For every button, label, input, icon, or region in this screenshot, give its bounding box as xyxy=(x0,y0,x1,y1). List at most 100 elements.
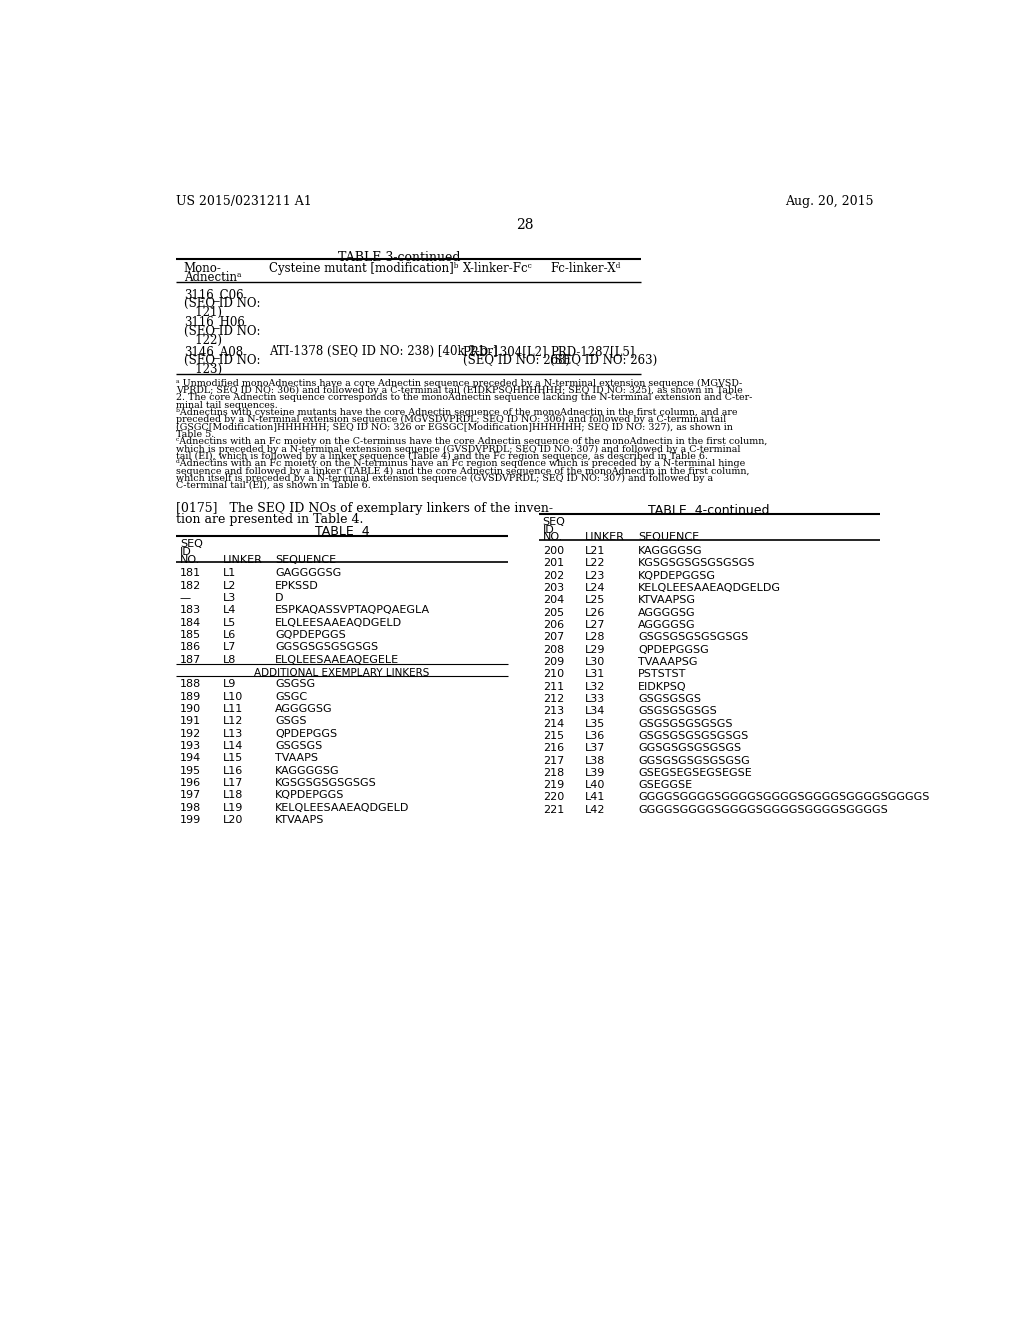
Text: Cysteine mutant [modification]ᵇ: Cysteine mutant [modification]ᵇ xyxy=(269,261,459,275)
Text: L9: L9 xyxy=(222,680,236,689)
Text: (SEQ ID NO: 263): (SEQ ID NO: 263) xyxy=(550,354,657,367)
Text: 216: 216 xyxy=(543,743,564,754)
Text: L19: L19 xyxy=(222,803,243,813)
Text: L24: L24 xyxy=(586,583,606,593)
Text: GSGSG: GSGSG xyxy=(275,680,315,689)
Text: GGSGSGSGSGSGS: GGSGSGSGSGSGS xyxy=(275,643,379,652)
Text: tion are presented in Table 4.: tion are presented in Table 4. xyxy=(176,513,364,525)
Text: ADDITIONAL EXEMPLARY LINKERS: ADDITIONAL EXEMPLARY LINKERS xyxy=(254,668,430,677)
Text: VPRDL; SEQ ID NO: 306) and followed by a C-terminal tail (EIDKPSQHHHHHH; SEQ ID : VPRDL; SEQ ID NO: 306) and followed by a… xyxy=(176,385,742,395)
Text: [0175]   The SEQ ID NOs of exemplary linkers of the inven-: [0175] The SEQ ID NOs of exemplary linke… xyxy=(176,502,553,515)
Text: L28: L28 xyxy=(586,632,606,643)
Text: EPKSSD: EPKSSD xyxy=(275,581,319,591)
Text: L32: L32 xyxy=(586,681,605,692)
Text: L41: L41 xyxy=(586,792,605,803)
Text: L3: L3 xyxy=(222,593,236,603)
Text: Adnectinᵃ: Adnectinᵃ xyxy=(183,271,242,284)
Text: L17: L17 xyxy=(222,777,243,788)
Text: L22: L22 xyxy=(586,558,606,569)
Text: 28: 28 xyxy=(516,218,534,232)
Text: 200: 200 xyxy=(543,546,564,556)
Text: 3116_C06: 3116_C06 xyxy=(183,288,244,301)
Text: 2. The core Adnectin sequence corresponds to the monoAdnectin sequence lacking t: 2. The core Adnectin sequence correspond… xyxy=(176,393,753,403)
Text: which itself is preceded by a N-terminal extension sequence (GVSDVPRDL; SEQ ID N: which itself is preceded by a N-terminal… xyxy=(176,474,713,483)
Text: L26: L26 xyxy=(586,607,605,618)
Text: L2: L2 xyxy=(222,581,236,591)
Text: D: D xyxy=(275,593,284,603)
Text: KGSGSGSGSGSGSGS: KGSGSGSGSGSGSGS xyxy=(638,558,756,569)
Text: 198: 198 xyxy=(180,803,201,813)
Text: L30: L30 xyxy=(586,657,605,667)
Text: KAGGGGSG: KAGGGGSG xyxy=(275,766,340,776)
Text: GGGGSGGGGSGGGGSGGGGSGGGGSGGGGSGGGGS: GGGGSGGGGSGGGGSGGGGSGGGGSGGGGSGGGGS xyxy=(638,792,930,803)
Text: LINKER: LINKER xyxy=(586,532,625,543)
Text: 186: 186 xyxy=(180,643,201,652)
Text: L36: L36 xyxy=(586,731,605,741)
Text: GSGSGSGSGS: GSGSGSGSGS xyxy=(638,706,717,717)
Text: AGGGGSG: AGGGGSG xyxy=(638,620,695,630)
Text: L35: L35 xyxy=(586,718,605,729)
Text: L37: L37 xyxy=(586,743,605,754)
Text: KAGGGGSG: KAGGGGSG xyxy=(638,546,702,556)
Text: PSTSTST: PSTSTST xyxy=(638,669,686,680)
Text: GGGGSGGGGSGGGGSGGGGSGGGGSGGGGS: GGGGSGGGGSGGGGSGGGGSGGGGSGGGGS xyxy=(638,805,888,814)
Text: ESPKAQASSVPTAQPQAEGLA: ESPKAQASSVPTAQPQAEGLA xyxy=(275,606,430,615)
Text: SEQ: SEQ xyxy=(543,517,565,527)
Text: Aug. 20, 2015: Aug. 20, 2015 xyxy=(785,194,873,207)
Text: 199: 199 xyxy=(180,814,201,825)
Text: (SEQ ID NO:: (SEQ ID NO: xyxy=(183,297,260,310)
Text: 183: 183 xyxy=(180,606,201,615)
Text: 188: 188 xyxy=(180,680,201,689)
Text: 203: 203 xyxy=(543,583,564,593)
Text: KTVAAPS: KTVAAPS xyxy=(275,814,325,825)
Text: 193: 193 xyxy=(180,741,201,751)
Text: 214: 214 xyxy=(543,718,564,729)
Text: US 2015/0231211 A1: US 2015/0231211 A1 xyxy=(176,194,311,207)
Text: ᵈAdnectins with an Fc moiety on the N-terminus have an Fc region sequence which : ᵈAdnectins with an Fc moiety on the N-te… xyxy=(176,459,745,469)
Text: L29: L29 xyxy=(586,644,606,655)
Text: 192: 192 xyxy=(180,729,201,739)
Text: L14: L14 xyxy=(222,741,243,751)
Text: L11: L11 xyxy=(222,704,243,714)
Text: 121): 121) xyxy=(183,306,222,319)
Text: ᶜAdnectins with an Fc moiety on the C-terminus have the core Adnectin sequence o: ᶜAdnectins with an Fc moiety on the C-te… xyxy=(176,437,767,446)
Text: sequence and followed by a linker (TABLE 4) and the core Adnectin sequence of th: sequence and followed by a linker (TABLE… xyxy=(176,466,750,475)
Text: L4: L4 xyxy=(222,606,236,615)
Text: preceded by a N-terminal extension sequence (MGVSDVPRDL; SEQ ID NO: 306) and fol: preceded by a N-terminal extension seque… xyxy=(176,416,726,424)
Text: ELQLEESAAEAQDGELD: ELQLEESAAEAQDGELD xyxy=(275,618,402,628)
Text: GSEGGSE: GSEGGSE xyxy=(638,780,692,791)
Text: L10: L10 xyxy=(222,692,243,702)
Text: GGSGSGSGSGSGSG: GGSGSGSGSGSGSG xyxy=(638,755,750,766)
Text: 185: 185 xyxy=(180,630,201,640)
Text: L18: L18 xyxy=(222,791,243,800)
Text: 213: 213 xyxy=(543,706,564,717)
Text: (SEQ ID NO:: (SEQ ID NO: xyxy=(183,354,260,367)
Text: L13: L13 xyxy=(222,729,243,739)
Text: GSGSGS: GSGSGS xyxy=(275,741,323,751)
Text: KELQLEESAAEAQDGELDG: KELQLEESAAEAQDGELDG xyxy=(638,583,781,593)
Text: 181: 181 xyxy=(180,569,201,578)
Text: KTVAAPSG: KTVAAPSG xyxy=(638,595,696,606)
Text: (GSGC[Modification]HHHHHH; SEQ ID NO: 326 or EGSGC[Modification]HHHHHH; SEQ ID N: (GSGC[Modification]HHHHHH; SEQ ID NO: 32… xyxy=(176,422,733,432)
Text: TVAAAPSG: TVAAAPSG xyxy=(638,657,697,667)
Text: TABLE  4-continued: TABLE 4-continued xyxy=(648,504,770,516)
Text: KQPDEPGGSG: KQPDEPGGSG xyxy=(638,570,716,581)
Text: GSGSGSGSGSGSGS: GSGSGSGSGSGSGS xyxy=(638,632,749,643)
Text: 189: 189 xyxy=(180,692,201,702)
Text: 197: 197 xyxy=(180,791,201,800)
Text: L39: L39 xyxy=(586,768,605,777)
Text: L7: L7 xyxy=(222,643,236,652)
Text: L34: L34 xyxy=(586,706,605,717)
Text: 220: 220 xyxy=(543,792,564,803)
Text: 184: 184 xyxy=(180,618,201,628)
Text: GSEGSEGSEGSEGSE: GSEGSEGSEGSEGSE xyxy=(638,768,752,777)
Text: 215: 215 xyxy=(543,731,564,741)
Text: L5: L5 xyxy=(222,618,236,628)
Text: LINKER: LINKER xyxy=(222,554,262,565)
Text: 211: 211 xyxy=(543,681,564,692)
Text: QPDEPGGSG: QPDEPGGSG xyxy=(638,644,709,655)
Text: ELQLEESAAEAQEGELE: ELQLEESAAEAQEGELE xyxy=(275,655,399,665)
Text: minal tail sequences.: minal tail sequences. xyxy=(176,400,278,409)
Text: 212: 212 xyxy=(543,694,564,704)
Text: L40: L40 xyxy=(586,780,605,791)
